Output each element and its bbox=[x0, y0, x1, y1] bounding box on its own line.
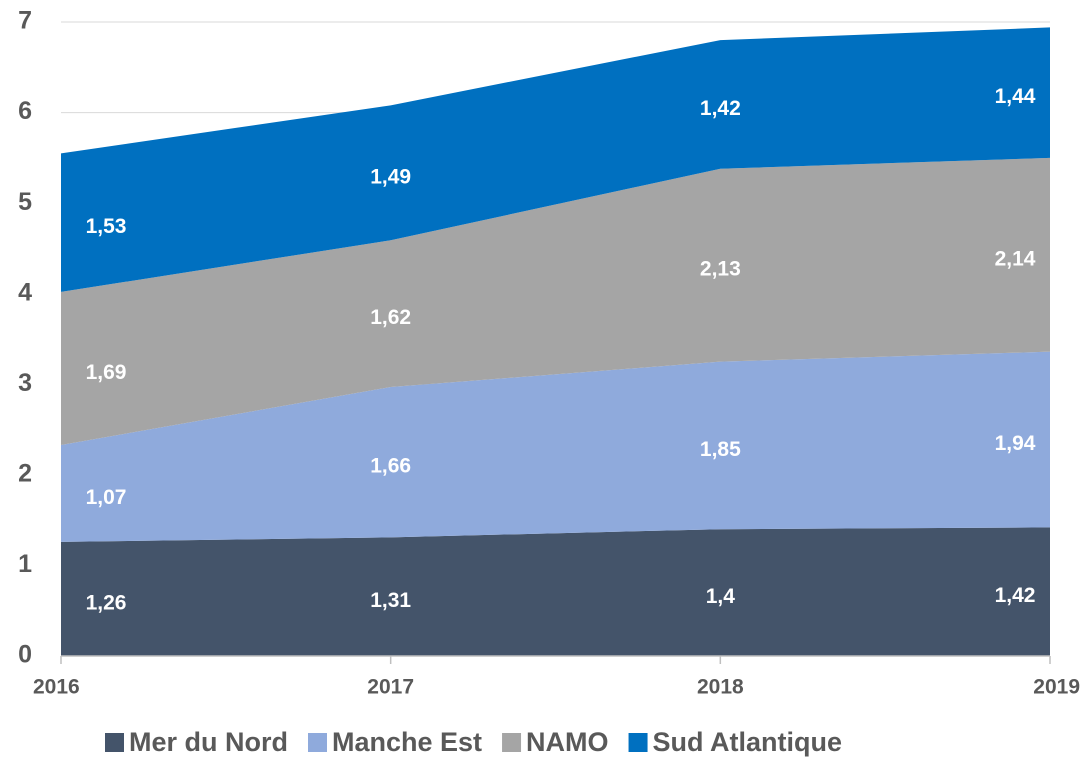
legend-label: Manche Est bbox=[332, 727, 482, 757]
x-tick-label: 2018 bbox=[697, 676, 744, 699]
y-tick-label: 7 bbox=[18, 7, 32, 35]
x-tick-label: 2017 bbox=[367, 676, 414, 699]
y-tick-label: 4 bbox=[18, 278, 32, 306]
data-label: 1,31 bbox=[370, 589, 411, 612]
x-tick-label: 2019 bbox=[1033, 676, 1080, 699]
legend-label: Sud Atlantique bbox=[653, 727, 843, 757]
area bbox=[61, 157, 1050, 445]
data-label: 1,69 bbox=[86, 361, 127, 384]
legend-swatch bbox=[502, 733, 522, 752]
data-label: 1,66 bbox=[370, 455, 411, 478]
data-label: 1,42 bbox=[995, 584, 1036, 607]
y-tick-label: 6 bbox=[18, 97, 32, 125]
legend-swatch bbox=[105, 733, 124, 752]
data-label: 1,62 bbox=[370, 306, 411, 329]
y-tick-label: 1 bbox=[18, 550, 32, 578]
data-label: 1,94 bbox=[995, 432, 1036, 455]
y-tick-label: 3 bbox=[18, 369, 32, 397]
area bbox=[61, 527, 1050, 656]
y-tick-label: 5 bbox=[18, 188, 32, 216]
data-label: 2,13 bbox=[700, 258, 741, 281]
y-tick-label: 2 bbox=[18, 459, 32, 487]
data-label: 1,4 bbox=[706, 585, 736, 608]
legend-swatch bbox=[628, 733, 648, 752]
data-label: 1,44 bbox=[995, 85, 1036, 108]
legend-label: NAMO bbox=[526, 727, 609, 757]
data-label: 1,26 bbox=[86, 591, 127, 614]
x-tick-label: 2016 bbox=[33, 676, 80, 699]
data-label: 1,53 bbox=[86, 215, 127, 238]
data-label: 1,85 bbox=[700, 438, 741, 461]
area bbox=[61, 351, 1050, 542]
legend-swatch bbox=[308, 733, 327, 752]
data-label: 1,49 bbox=[370, 165, 411, 188]
data-label: 1,42 bbox=[700, 97, 741, 120]
data-label: 2,14 bbox=[995, 247, 1036, 270]
data-label: 1,07 bbox=[86, 486, 127, 509]
y-tick-label: 0 bbox=[18, 641, 32, 669]
area bbox=[61, 27, 1050, 292]
legend-label: Mer du Nord bbox=[129, 727, 288, 757]
